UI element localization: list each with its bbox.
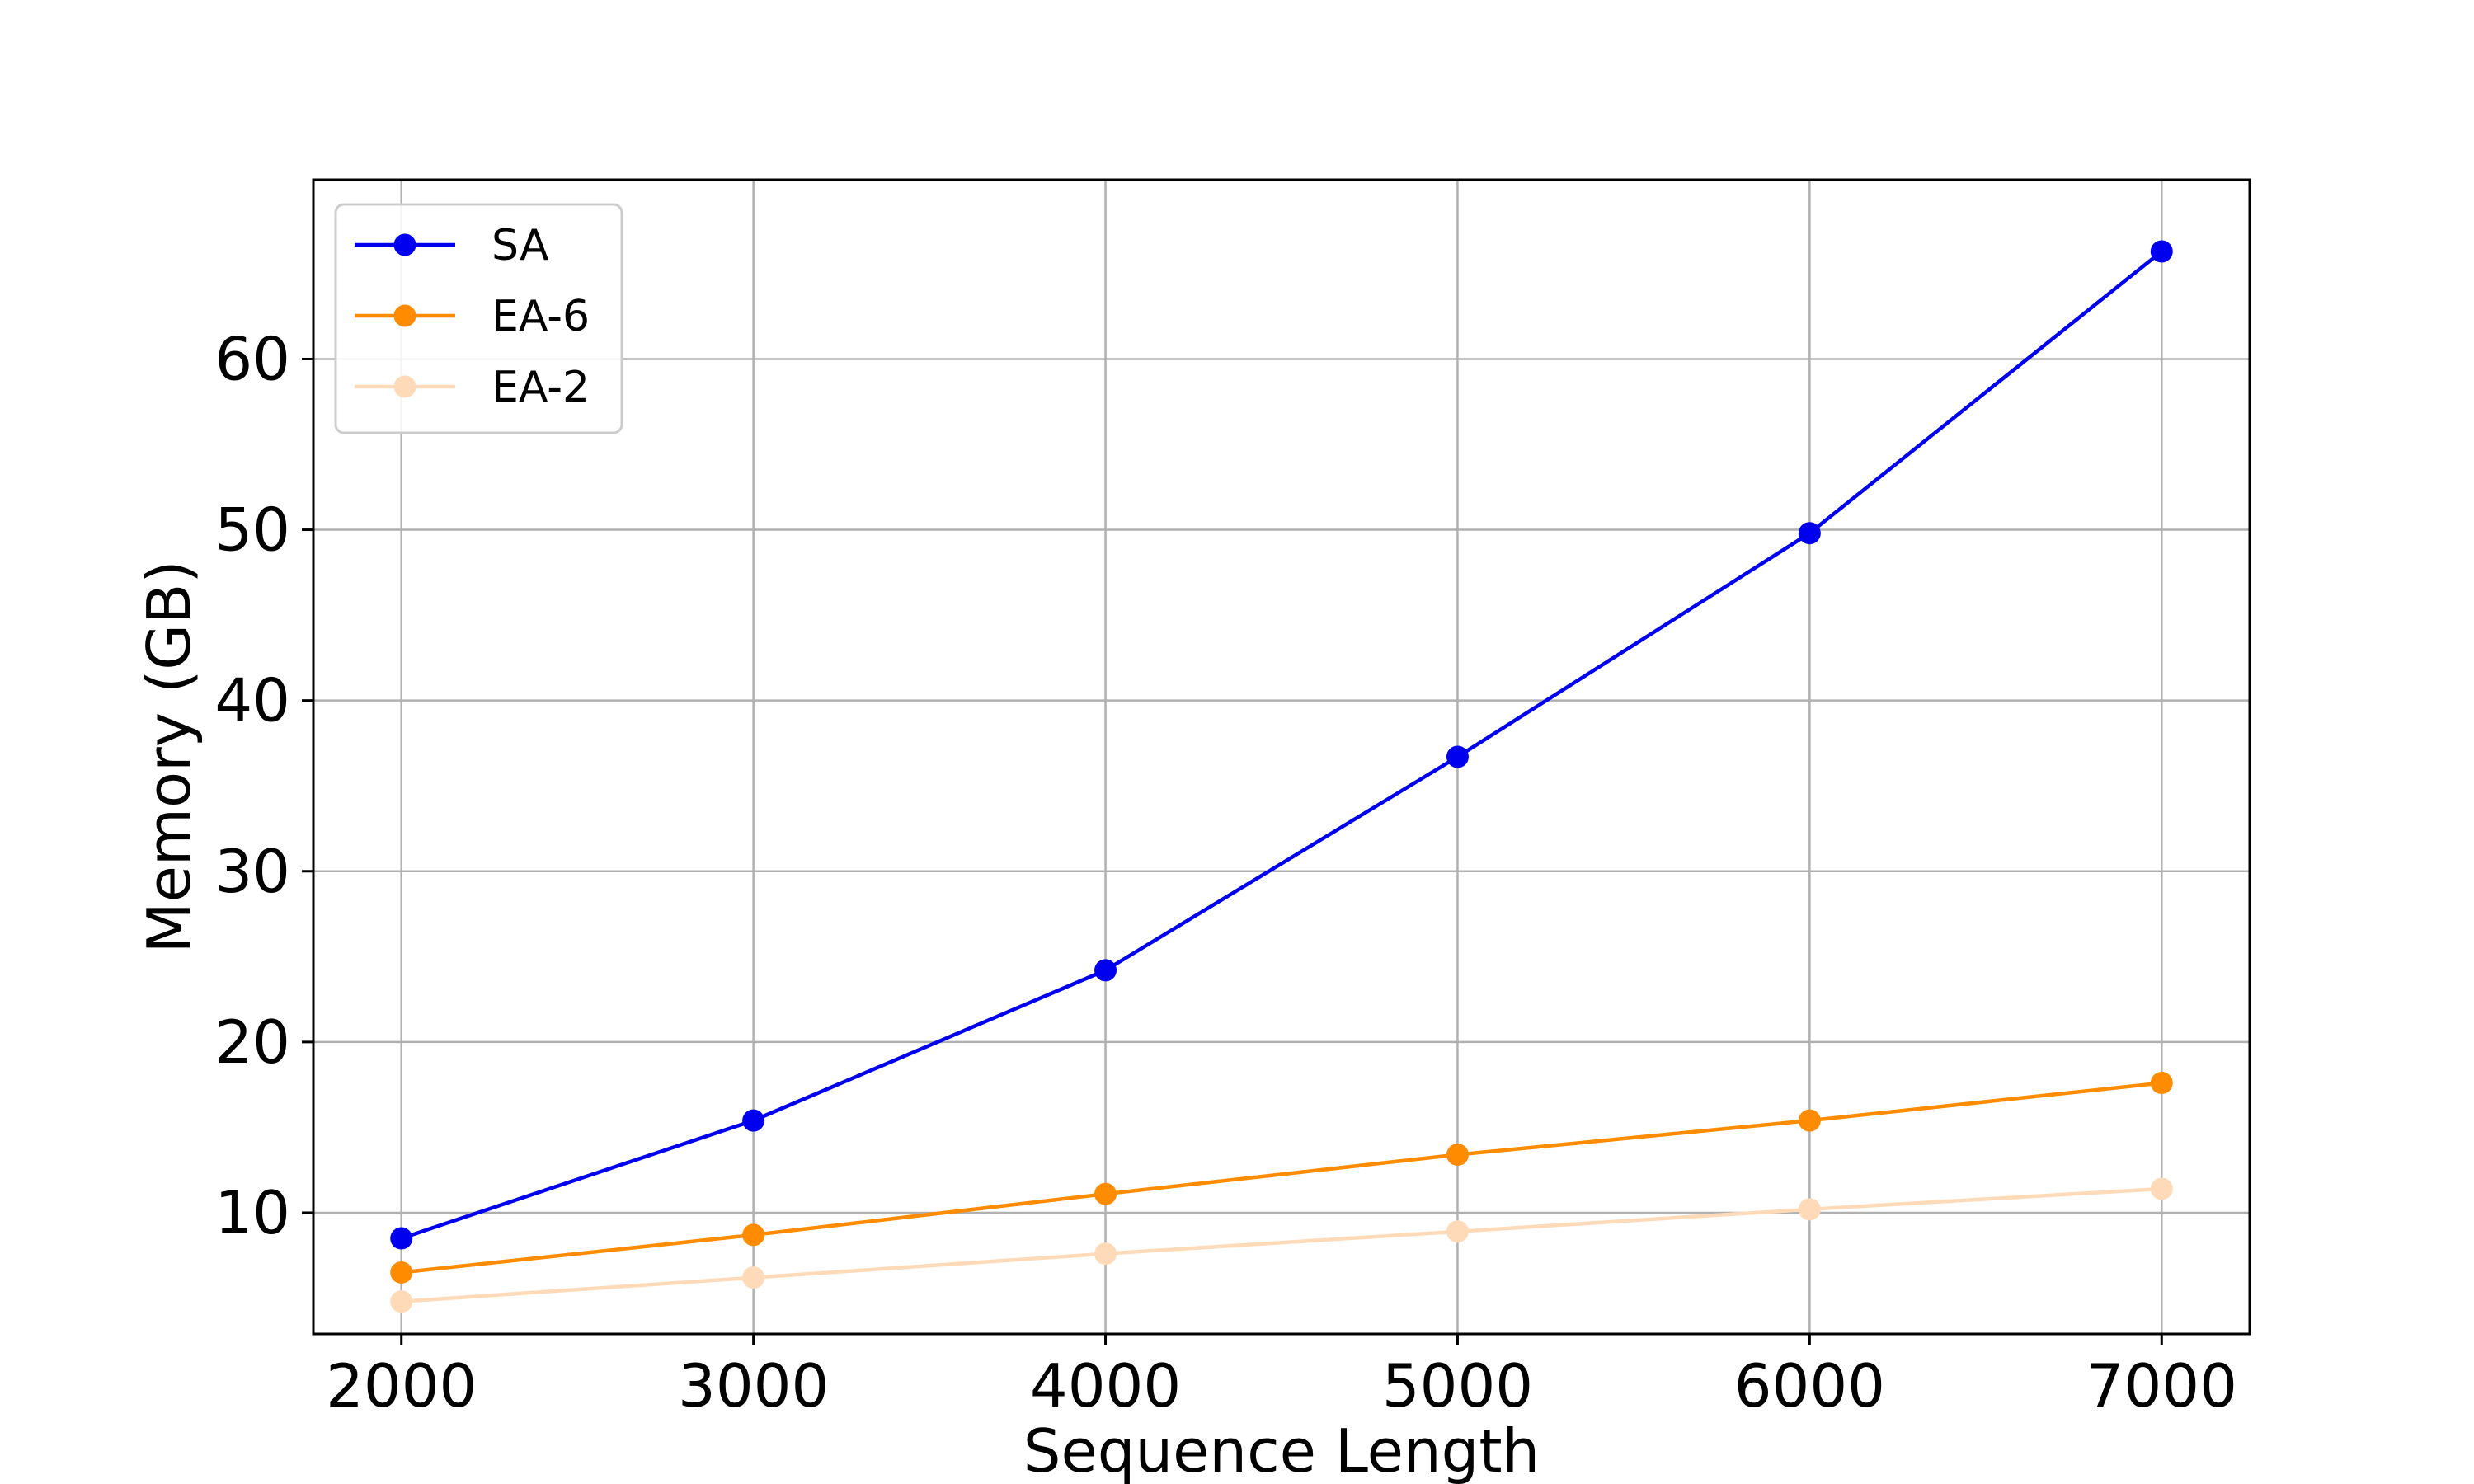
legend-label: EA-6 <box>492 292 590 341</box>
x-tick-label: 2000 <box>326 1351 477 1421</box>
data-point <box>390 1290 413 1313</box>
data-point <box>1094 959 1117 982</box>
series-ea-6 <box>390 1072 2173 1284</box>
data-point <box>1094 1242 1117 1266</box>
x-tick-label: 5000 <box>1382 1351 1533 1421</box>
legend-marker <box>393 375 416 398</box>
y-tick-label: 60 <box>214 324 290 393</box>
legend-item: EA-2 <box>355 363 590 412</box>
y-tick-label: 30 <box>214 837 290 906</box>
data-point <box>1798 1109 1821 1132</box>
legend-marker <box>393 233 416 256</box>
data-point <box>1094 1182 1117 1205</box>
y-tick-label: 20 <box>214 1007 290 1077</box>
data-point <box>1798 522 1821 545</box>
series-sa <box>390 240 2173 1250</box>
data-point <box>390 1227 413 1250</box>
data-point <box>1446 1220 1469 1243</box>
y-tick-label: 50 <box>214 495 290 565</box>
series-group <box>390 240 2173 1313</box>
grid <box>313 180 2250 1334</box>
data-point <box>742 1109 765 1132</box>
y-axis-label: Memory (GB) <box>134 560 204 953</box>
data-point <box>390 1261 413 1284</box>
series-line <box>401 250 2163 1241</box>
legend-item: EA-6 <box>355 292 590 341</box>
data-point <box>1446 745 1469 768</box>
y-tick-label: 40 <box>214 666 290 735</box>
x-tick-label: 3000 <box>678 1351 829 1421</box>
data-point <box>1798 1198 1821 1221</box>
series-line <box>401 1186 2162 1303</box>
x-tick-label: 6000 <box>1734 1351 1885 1421</box>
data-point <box>742 1266 765 1289</box>
legend-marker <box>393 304 416 327</box>
series-line <box>401 1081 2162 1275</box>
legend-item: SA <box>355 221 549 270</box>
data-point <box>742 1223 765 1247</box>
data-point <box>2150 240 2173 263</box>
x-tick-label: 4000 <box>1030 1351 1181 1421</box>
data-point <box>1446 1144 1469 1167</box>
plot-area-frame <box>312 178 2251 1336</box>
legend-box <box>334 203 623 434</box>
data-point <box>2150 1072 2173 1095</box>
series-ea-2 <box>390 1177 2173 1313</box>
data-point <box>2150 1177 2173 1200</box>
axis-ticks: 2000 3000 4000 5000 6000 7000 10 20 30 40 50 60 <box>214 324 2237 1421</box>
legend: SA EA-6 EA-2 <box>334 203 623 434</box>
y-tick-label: 10 <box>214 1178 290 1247</box>
legend-label: SA <box>492 221 549 270</box>
x-axis-label: Sequence Length <box>1023 1416 1540 1484</box>
x-tick-label: 7000 <box>2086 1351 2237 1421</box>
legend-label: EA-2 <box>492 363 590 412</box>
